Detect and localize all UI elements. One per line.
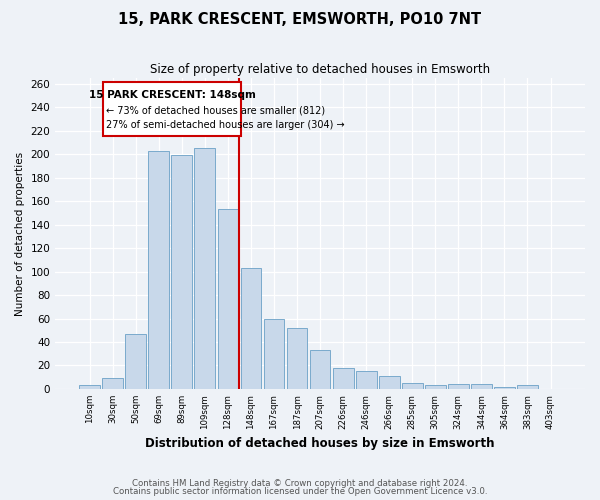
Text: Contains public sector information licensed under the Open Government Licence v3: Contains public sector information licen…: [113, 487, 487, 496]
Bar: [356, 372, 377, 389]
Bar: [263, 318, 284, 389]
Bar: [102, 378, 123, 389]
Bar: [425, 386, 446, 389]
Bar: [103, 82, 241, 136]
Bar: [517, 386, 538, 389]
Text: Contains HM Land Registry data © Crown copyright and database right 2024.: Contains HM Land Registry data © Crown c…: [132, 478, 468, 488]
Text: 15 PARK CRESCENT: 148sqm: 15 PARK CRESCENT: 148sqm: [89, 90, 256, 100]
Bar: [379, 376, 400, 389]
Title: Size of property relative to detached houses in Emsworth: Size of property relative to detached ho…: [150, 62, 490, 76]
Y-axis label: Number of detached properties: Number of detached properties: [15, 152, 25, 316]
Text: 15, PARK CRESCENT, EMSWORTH, PO10 7NT: 15, PARK CRESCENT, EMSWORTH, PO10 7NT: [118, 12, 482, 28]
Bar: [148, 151, 169, 389]
Bar: [218, 210, 238, 389]
Bar: [172, 156, 192, 389]
X-axis label: Distribution of detached houses by size in Emsworth: Distribution of detached houses by size …: [145, 437, 495, 450]
Bar: [125, 334, 146, 389]
Text: 27% of semi-detached houses are larger (304) →: 27% of semi-detached houses are larger (…: [106, 120, 345, 130]
Bar: [241, 268, 262, 389]
Bar: [310, 350, 331, 389]
Bar: [448, 384, 469, 389]
Bar: [79, 386, 100, 389]
Bar: [471, 384, 492, 389]
Text: ← 73% of detached houses are smaller (812): ← 73% of detached houses are smaller (81…: [106, 105, 325, 115]
Bar: [402, 383, 422, 389]
Bar: [494, 386, 515, 389]
Bar: [333, 368, 353, 389]
Bar: [194, 148, 215, 389]
Bar: [287, 328, 307, 389]
